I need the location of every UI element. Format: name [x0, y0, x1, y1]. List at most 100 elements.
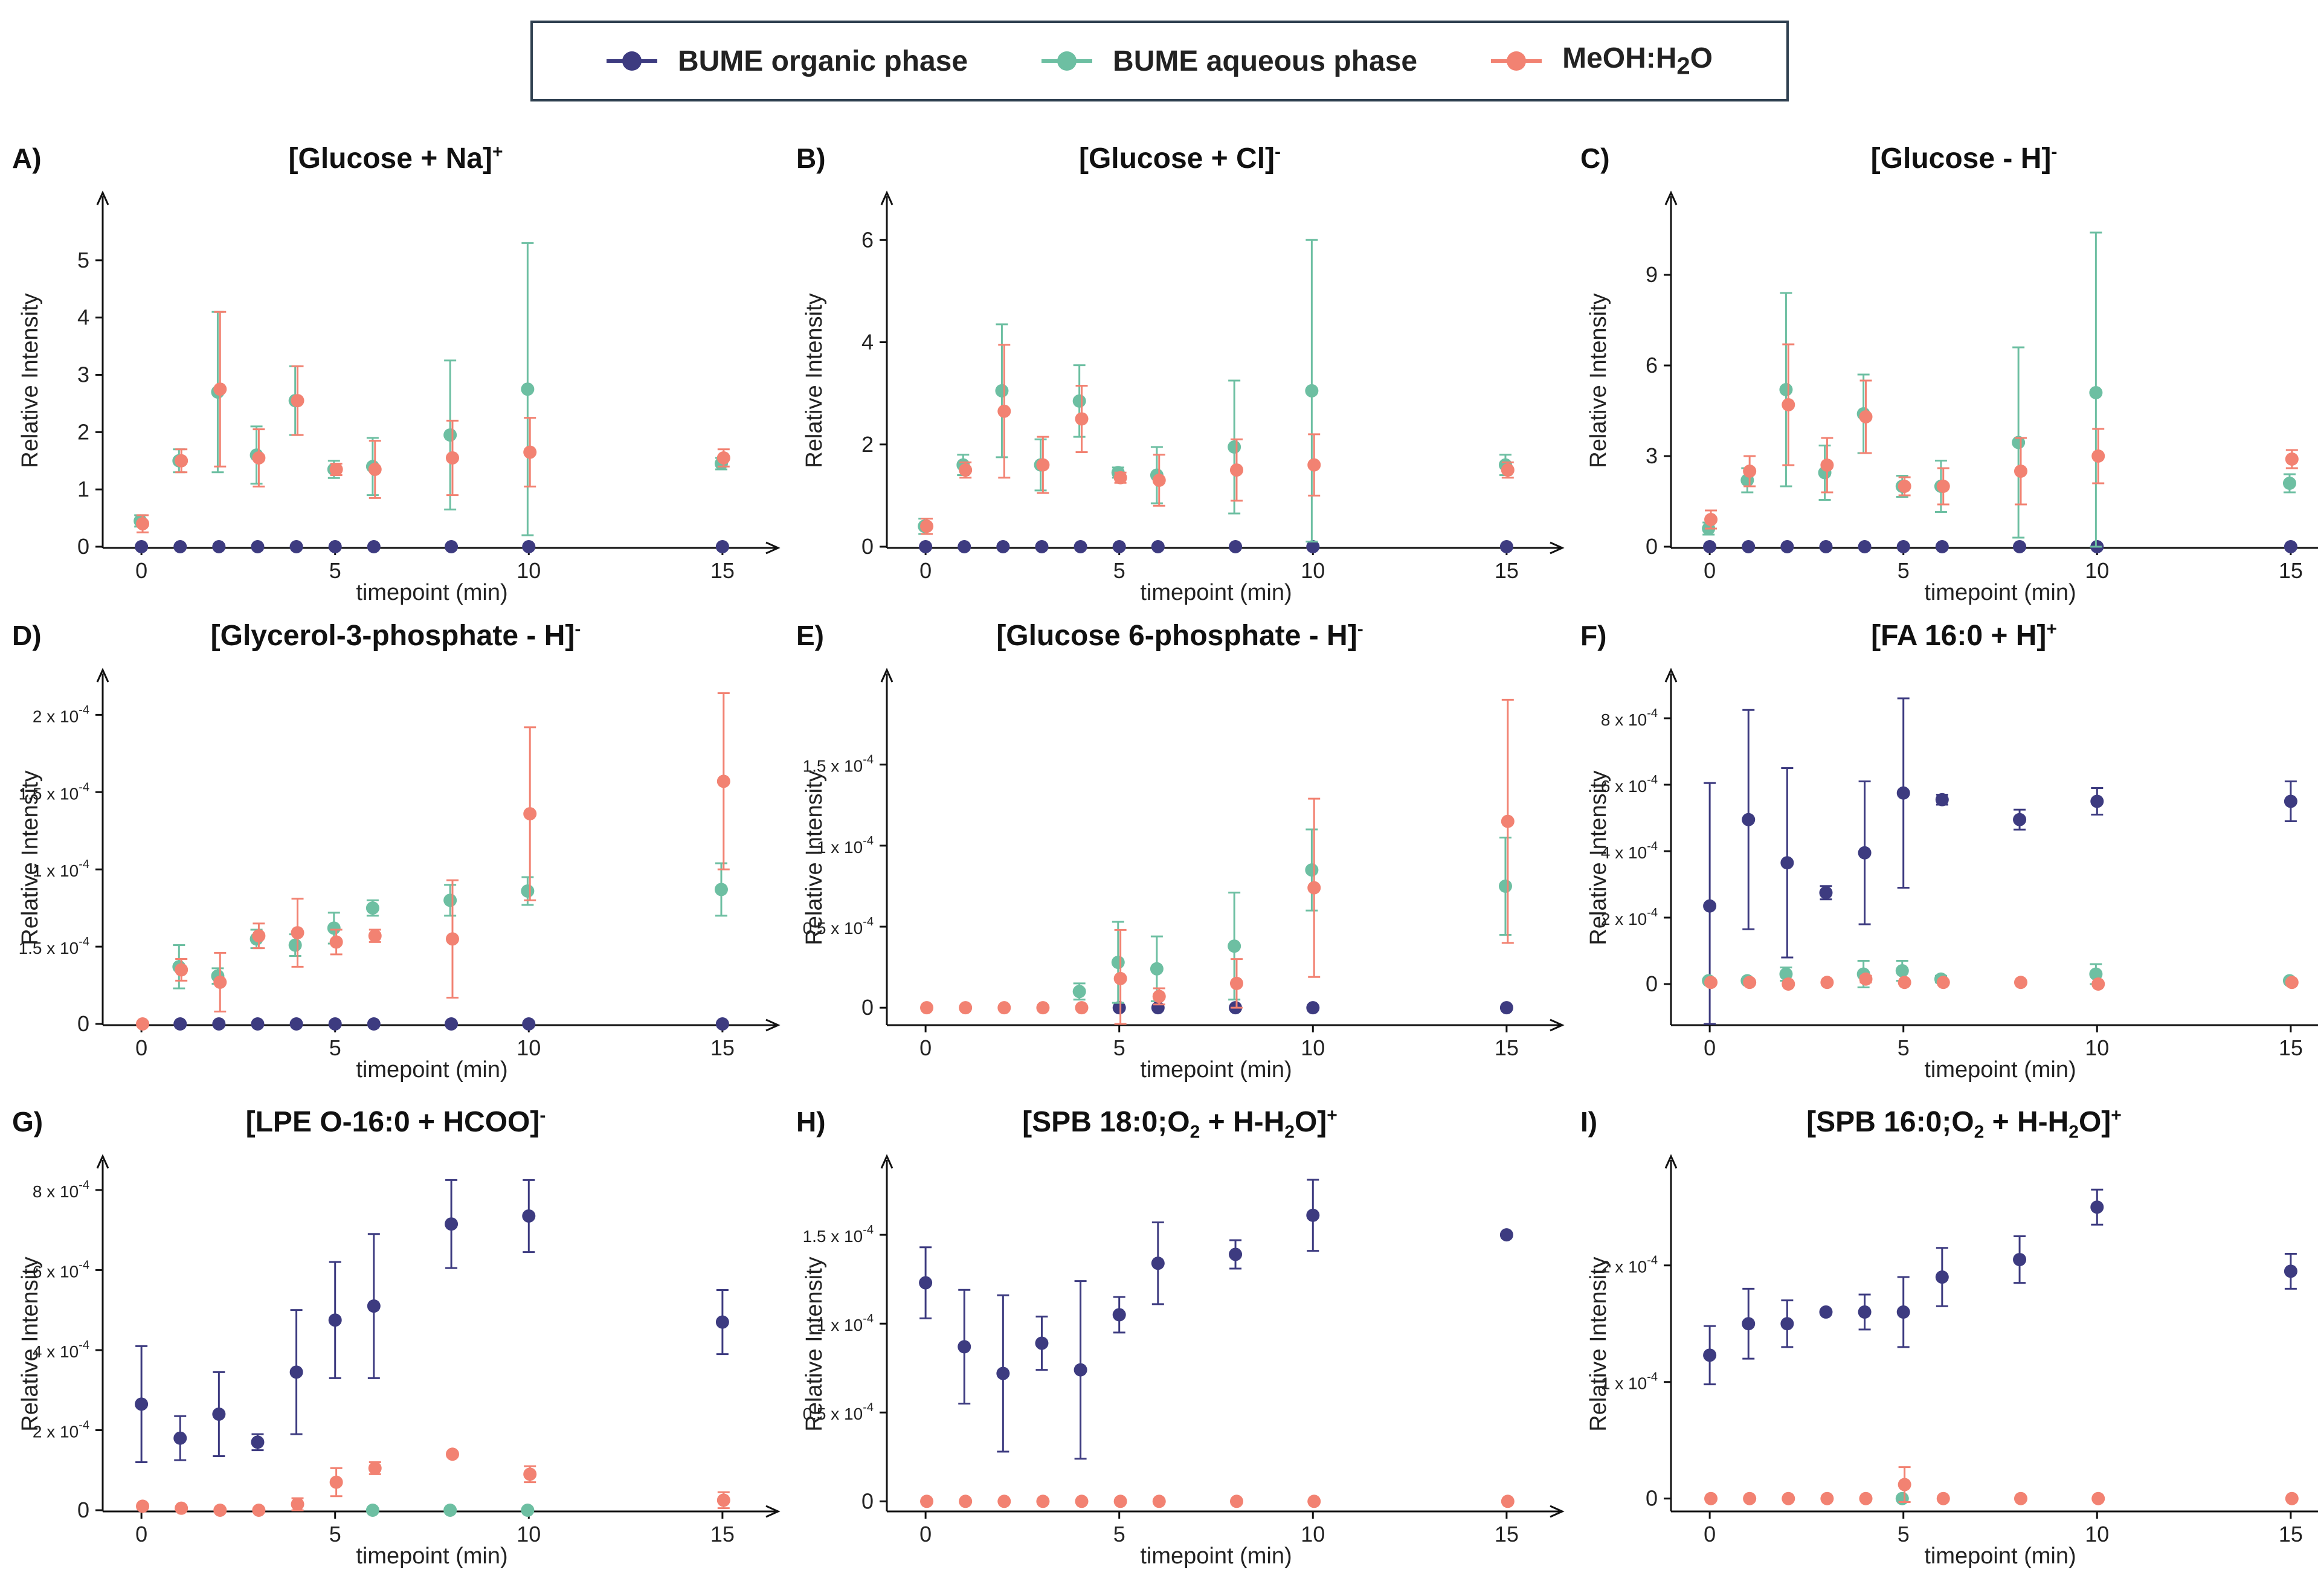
panel-f: F) [FA 16:0 + H]+ 0 5 10 15 0 2 x 10-4 4 x 10-4 6…	[1580, 619, 2318, 1096]
chart-6-point-meoh-h2o	[2285, 976, 2299, 989]
chart-7-point-bume-organic-phase	[328, 1313, 342, 1327]
chart-2-point-bume-aqueous-phase	[1305, 384, 1319, 397]
chart-2-title: [Glucose + Cl]-	[1078, 142, 1281, 175]
legend-label-meoh: MeOH:H2O	[1562, 42, 1713, 80]
chart-1-point-bume-aqueous-phase	[443, 428, 457, 442]
chart-7-y-tick-label: 4 x 10-4	[33, 1339, 89, 1361]
chart-1-y-tick-label: 0	[77, 534, 89, 559]
chart-3-point-bume-organic-phase	[1703, 540, 1717, 553]
chart-9-point-meoh-h2o	[2091, 1491, 2105, 1505]
chart-1-point-meoh-h2o	[213, 382, 227, 396]
chart-1-x-tick-label: 5	[329, 558, 341, 583]
chart-1-y-tick-label: 5	[77, 248, 89, 272]
chart-1-point-bume-organic-phase	[251, 540, 265, 553]
chart-3-x-label: timepoint (min)	[1924, 580, 2076, 605]
chart-7-point-bume-organic-phase	[367, 1299, 381, 1313]
chart-5-x-tick-label: 10	[1301, 1035, 1325, 1060]
chart-9-point-bume-organic-phase	[2284, 1264, 2297, 1278]
chart-3-point-bume-organic-phase	[1819, 540, 1833, 553]
legend-marker-aqueous	[1041, 51, 1093, 71]
chart-2-y-tick-label: 4	[861, 330, 874, 355]
chart-1-point-bume-organic-phase	[135, 540, 149, 553]
chart-7-point-meoh-h2o	[445, 1447, 459, 1461]
chart-7-point-bume-organic-phase	[522, 1209, 536, 1223]
chart-7-plot: 0 5 10 15 0 2 x 10-4 4 x 10-4 6 x 10-4 8 x 10-4 t…	[18, 1154, 781, 1569]
chart-1-point-bume-aqueous-phase	[521, 382, 535, 396]
chart-3-point-meoh-h2o	[1859, 410, 1873, 423]
chart-1-title: [Glucose + Na]+	[288, 142, 503, 175]
chart-5-point-meoh-h2o	[920, 1001, 934, 1015]
chart-1-point-bume-organic-phase	[289, 540, 303, 553]
chart-2-point-meoh-h2o	[1229, 463, 1243, 477]
chart-1-x-arrow	[765, 541, 781, 555]
chart-8-x-tick-label: 10	[1301, 1522, 1325, 1546]
chart-3-point-bume-organic-phase	[2284, 540, 2297, 553]
chart-4-point-meoh-h2o	[368, 929, 382, 943]
chart-9-point-bume-organic-phase	[1780, 1317, 1794, 1331]
chart-6-x-tick-label: 0	[1704, 1035, 1716, 1060]
chart-9-y-tick-label: 0	[1646, 1486, 1658, 1511]
chart-8-point-bume-organic-phase	[1229, 1247, 1243, 1261]
chart-4-point-bume-aqueous-phase	[288, 938, 302, 952]
chart-7-point-bume-organic-phase	[251, 1435, 265, 1449]
chart-8-y-label: Relative Intensity	[802, 1257, 827, 1431]
chart-2-point-bume-organic-phase	[1499, 540, 1513, 553]
chart-2-panel-letter: B)	[796, 143, 826, 174]
chart-5-point-meoh-h2o	[1036, 1001, 1050, 1015]
chart-4-point-bume-aqueous-phase	[327, 921, 341, 935]
legend-marker-meoh	[1491, 51, 1542, 71]
chart-8-point-bume-organic-phase	[958, 1340, 971, 1354]
chart-5-point-bume-aqueous-phase	[1150, 962, 1164, 976]
chart-4-x-tick-label: 5	[329, 1035, 341, 1060]
chart-2-y-arrow	[880, 190, 893, 205]
chart-8-point-meoh-h2o	[1501, 1495, 1515, 1508]
chart-3-x-tick-label: 10	[2085, 558, 2109, 583]
chart-8-point-bume-organic-phase	[1074, 1363, 1087, 1377]
chart-4-point-bume-aqueous-phase	[443, 893, 457, 907]
chart-4-point-meoh-h2o	[291, 926, 304, 940]
chart-8-point-meoh-h2o	[1036, 1495, 1050, 1508]
chart-8-panel-letter: H)	[796, 1106, 826, 1137]
chart-7-point-bume-organic-phase	[135, 1397, 149, 1411]
chart-1-point-meoh-h2o	[445, 451, 459, 465]
chart-9-y-tick-label: 2 x 10-4	[1601, 1254, 1658, 1276]
chart-5-point-bume-organic-phase	[1151, 1001, 1165, 1015]
chart-2-point-bume-organic-phase	[1112, 540, 1126, 553]
chart-1-panel-letter: A)	[12, 143, 42, 174]
chart-6-point-bume-aqueous-phase	[2089, 967, 2103, 981]
chart-6-point-meoh-h2o	[2014, 976, 2027, 989]
chart-4-x-arrow	[765, 1018, 781, 1032]
chart-2-y-tick-label: 6	[861, 227, 874, 252]
chart-2-point-bume-organic-phase	[1151, 540, 1165, 553]
chart-1-point-meoh-h2o	[175, 454, 188, 468]
legend-item-meoh: MeOH:H2O	[1491, 42, 1713, 80]
chart-1-point-bume-organic-phase	[445, 540, 459, 553]
chart-6-x-tick-label: 15	[2279, 1035, 2303, 1060]
chart-9-point-meoh-h2o	[1859, 1491, 1873, 1505]
chart-4-point-meoh-h2o	[716, 774, 730, 788]
chart-6-point-meoh-h2o	[1704, 976, 1718, 989]
chart-5-point-bume-aqueous-phase	[1498, 879, 1512, 893]
chart-2-y-tick-label: 2	[861, 432, 874, 457]
chart-6-point-bume-organic-phase	[2090, 794, 2104, 808]
legend-item-aqueous: BUME aqueous phase	[1041, 45, 1417, 78]
chart-3-point-meoh-h2o	[1898, 480, 1911, 493]
chart-5-x-tick-label: 15	[1495, 1035, 1519, 1060]
chart-9-y-tick-label: 1 x 10-4	[1601, 1371, 1658, 1393]
chart-2-point-meoh-h2o	[959, 463, 973, 477]
chart-1-point-meoh-h2o	[368, 462, 382, 476]
chart-7-point-bume-organic-phase	[289, 1365, 303, 1379]
chart-3-y-tick-label: 3	[1646, 443, 1658, 468]
chart-2-x-tick-label: 15	[1495, 558, 1519, 583]
chart-8-x-tick-label: 5	[1113, 1522, 1125, 1546]
chart-7-panel-letter: G)	[12, 1106, 43, 1137]
chart-6-y-tick-label: 0	[1646, 971, 1658, 996]
chart-2-plot: 0 5 10 15 0 2 4 6 timepoint (min) Relative Intens…	[802, 190, 1565, 605]
chart-5-point-meoh-h2o	[1229, 976, 1243, 990]
chart-2-y-tick-label: 0	[861, 534, 874, 559]
chart-9-y-label: Relative Intensity	[1586, 1257, 1611, 1431]
chart-5-point-bume-aqueous-phase	[1228, 939, 1241, 953]
chart-4-y-tick-label: 2 x 10-4	[33, 703, 89, 726]
chart-8-point-bume-organic-phase	[996, 1366, 1010, 1380]
chart-7-point-meoh-h2o	[716, 1493, 730, 1507]
